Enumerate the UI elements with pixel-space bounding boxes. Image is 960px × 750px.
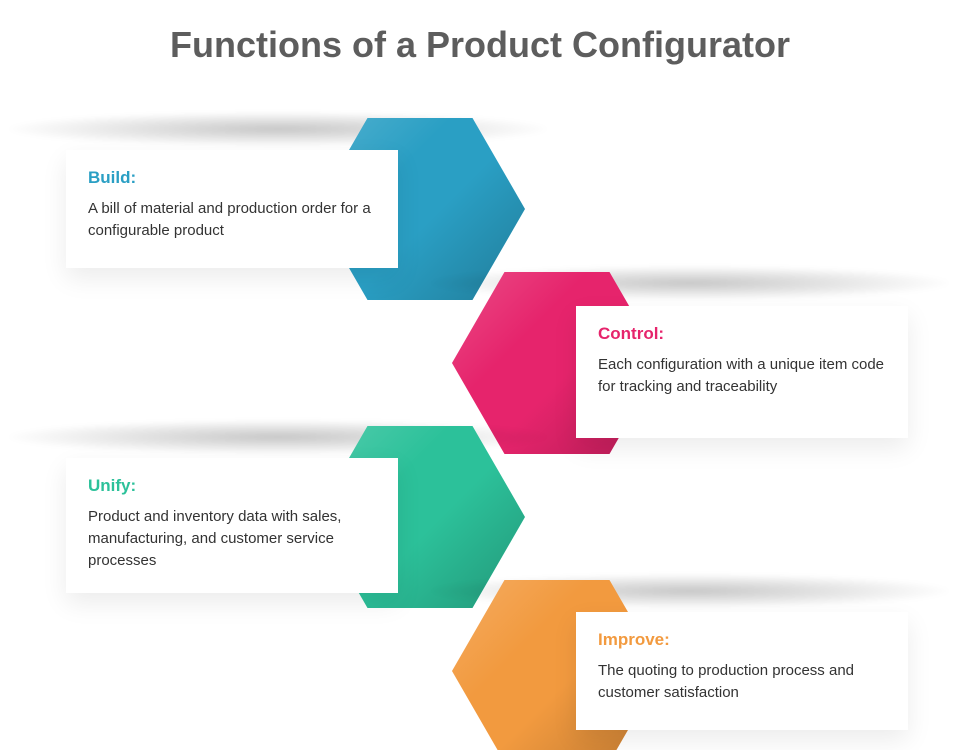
build-card: Build: A bill of material and production … [66, 150, 398, 268]
build-body: A bill of material and production order … [88, 198, 376, 242]
improve-card: Improve: The quoting to production proces… [576, 612, 908, 730]
improve-heading: Improve: [598, 630, 886, 650]
improve-body: The quoting to production process and cu… [598, 660, 886, 704]
control-heading: Control: [598, 324, 886, 344]
build-heading: Build: [88, 168, 376, 188]
unify-heading: Unify: [88, 476, 376, 496]
control-card: Control: Each configuration with a unique… [576, 306, 908, 438]
page-title: Functions of a Product Configurator [0, 24, 960, 66]
unify-card: Unify: Product and inventory data with sa… [66, 458, 398, 593]
unify-body: Product and inventory data with sales, m… [88, 506, 376, 571]
control-body: Each configuration with a unique item co… [598, 354, 886, 398]
